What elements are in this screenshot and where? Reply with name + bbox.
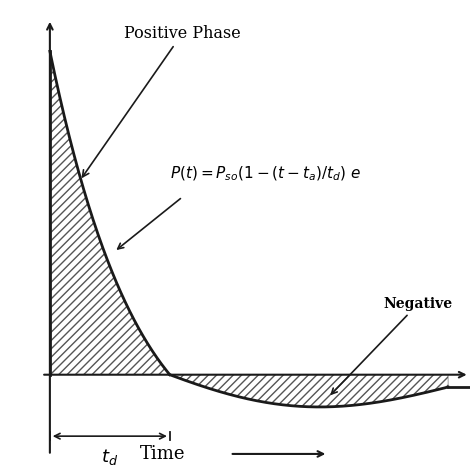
- Polygon shape: [50, 51, 170, 375]
- Text: Positive Phase: Positive Phase: [82, 25, 241, 177]
- Polygon shape: [170, 375, 448, 407]
- Text: Time: Time: [140, 445, 185, 463]
- Text: $t_d$: $t_d$: [101, 447, 118, 467]
- Text: Negative: Negative: [331, 297, 453, 394]
- Text: $P(t) = P_{so}(1-(t-t_a)/t_d)\ e$: $P(t) = P_{so}(1-(t-t_a)/t_d)\ e$: [170, 165, 361, 183]
